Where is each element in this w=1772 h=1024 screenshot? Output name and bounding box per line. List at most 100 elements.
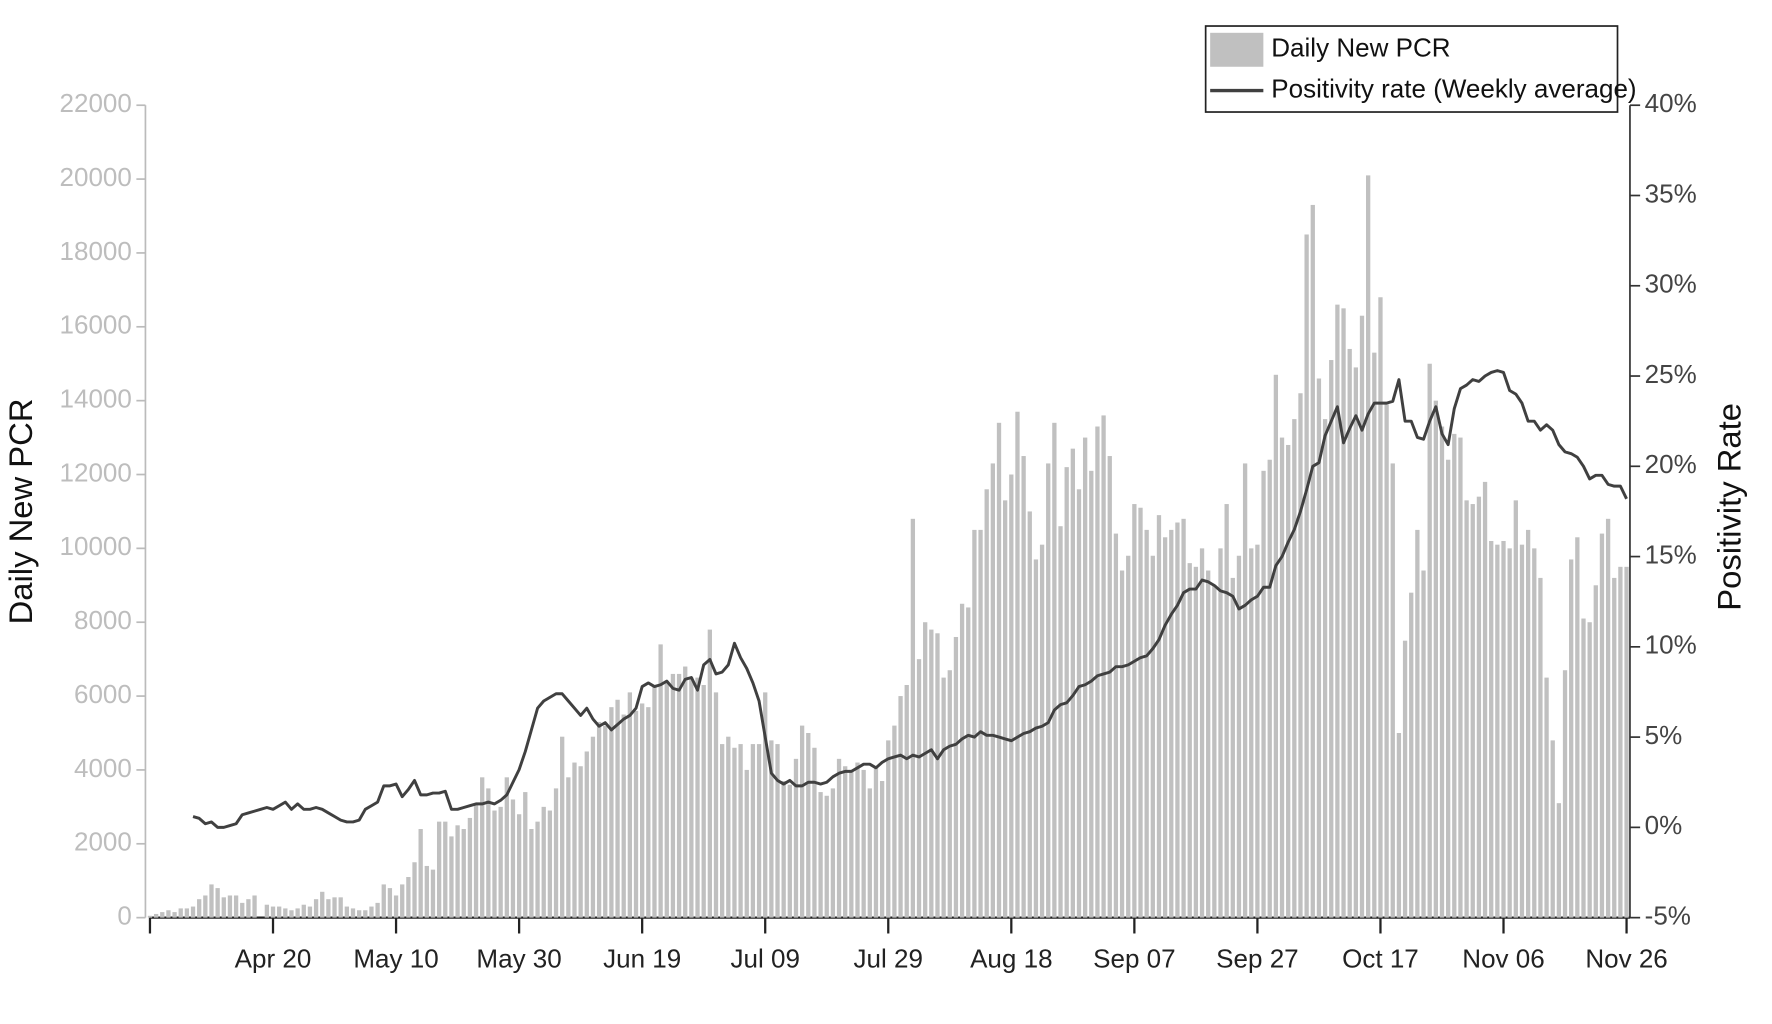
bar: [1372, 352, 1377, 918]
x-tick-label: Sep 07: [1093, 944, 1175, 974]
bar: [1396, 733, 1402, 918]
bar: [270, 906, 276, 918]
bar: [455, 825, 460, 918]
bar: [1230, 577, 1235, 918]
x-tick-label: Jul 29: [854, 944, 923, 974]
bar: [695, 677, 700, 918]
bar: [1126, 555, 1131, 918]
bar: [799, 725, 805, 918]
bar: [1175, 522, 1180, 918]
bar: [1261, 470, 1266, 918]
bar: [295, 908, 300, 918]
bar: [233, 895, 239, 918]
bar: [959, 603, 965, 918]
bar: [627, 692, 633, 918]
bar: [1359, 315, 1365, 918]
y2-tick-label: 25%: [1645, 359, 1697, 389]
bar: [849, 769, 854, 918]
bar: [1599, 533, 1605, 918]
y2-tick-label: 0%: [1645, 810, 1683, 840]
bar: [1286, 444, 1291, 918]
bar: [1501, 540, 1506, 918]
y2-tick-label: 5%: [1645, 720, 1683, 750]
bar: [1347, 348, 1352, 918]
bar: [486, 788, 491, 918]
bar: [596, 721, 602, 918]
bar: [1236, 555, 1242, 918]
bar: [1292, 419, 1297, 918]
bar: [787, 784, 792, 918]
bar: [566, 777, 571, 918]
bar: [1052, 422, 1057, 918]
bar: [1156, 515, 1162, 918]
bar: [381, 884, 386, 918]
bar: [966, 607, 971, 918]
line: [192, 369, 1628, 829]
bar: [338, 897, 343, 918]
bar: [344, 906, 349, 918]
bar: [701, 684, 706, 918]
bar: [560, 736, 565, 918]
bar: [670, 673, 676, 918]
bar: [886, 740, 891, 918]
bar: [492, 810, 497, 918]
bar: [1366, 175, 1371, 918]
bar: [535, 821, 540, 918]
bar: [1249, 548, 1254, 918]
bar: [480, 777, 485, 918]
bar: [1095, 426, 1100, 918]
bar: [1132, 504, 1137, 918]
bar: [1525, 529, 1531, 918]
y2-tick-label: 35%: [1645, 178, 1697, 208]
bar: [763, 692, 768, 918]
bar: [553, 788, 559, 918]
bar: [1482, 481, 1488, 918]
bar: [898, 696, 903, 918]
legend-box: [1204, 25, 1619, 113]
bar: [240, 902, 245, 918]
bar: [1089, 470, 1094, 918]
bar: [1150, 555, 1155, 918]
bar: [633, 710, 639, 918]
bar: [978, 529, 983, 918]
bar: [652, 684, 657, 918]
x-tick-label: Sep 27: [1216, 944, 1298, 974]
bar: [818, 792, 823, 918]
bar: [1310, 204, 1315, 918]
legend-label: Daily New PCR: [1271, 33, 1450, 63]
y-tick-label: 20000: [60, 162, 132, 192]
bar: [449, 836, 454, 918]
bar: [430, 869, 436, 918]
bar: [996, 422, 1002, 918]
bar: [1445, 459, 1451, 918]
bar: [726, 736, 731, 918]
bar: [393, 895, 399, 918]
bar: [1206, 570, 1211, 918]
bar: [1562, 670, 1568, 918]
bar: [197, 899, 202, 918]
bar: [855, 762, 860, 918]
bar: [1267, 459, 1272, 918]
bar: [1316, 378, 1322, 918]
bar: [1058, 526, 1063, 918]
bar: [867, 788, 872, 918]
bar: [1581, 618, 1586, 918]
bar: [1464, 500, 1469, 918]
bar: [892, 725, 897, 918]
x-tick-label: Jun 19: [603, 944, 681, 974]
bar: [313, 899, 319, 918]
bar: [1569, 559, 1574, 918]
bar: [461, 829, 466, 918]
bar: [1378, 297, 1383, 918]
bar: [1402, 640, 1408, 918]
bar: [861, 769, 866, 918]
bar: [793, 758, 799, 918]
x-tick-label: Nov 06: [1462, 944, 1544, 974]
bar: [750, 744, 756, 918]
bar: [683, 666, 688, 918]
bar: [1593, 585, 1598, 918]
bar: [781, 781, 786, 918]
bar: [1076, 489, 1082, 918]
bar: [498, 806, 503, 918]
